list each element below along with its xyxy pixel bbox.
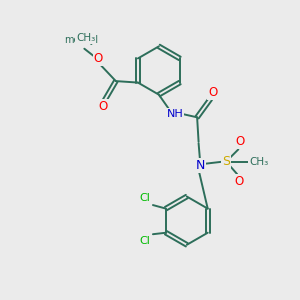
Text: S: S <box>222 155 230 168</box>
Text: CH₃: CH₃ <box>249 157 268 167</box>
Text: methyl: methyl <box>64 35 98 46</box>
Text: O: O <box>94 52 103 65</box>
Text: O: O <box>99 100 108 113</box>
Text: NH: NH <box>167 109 183 119</box>
Text: Cl: Cl <box>140 193 151 203</box>
Text: O: O <box>208 86 217 99</box>
Text: Cl: Cl <box>140 236 151 246</box>
Text: O: O <box>234 175 243 188</box>
Text: CH₃: CH₃ <box>76 33 95 43</box>
Text: N: N <box>195 159 205 172</box>
Text: O: O <box>235 135 244 148</box>
Text: methyl: methyl <box>82 39 87 41</box>
